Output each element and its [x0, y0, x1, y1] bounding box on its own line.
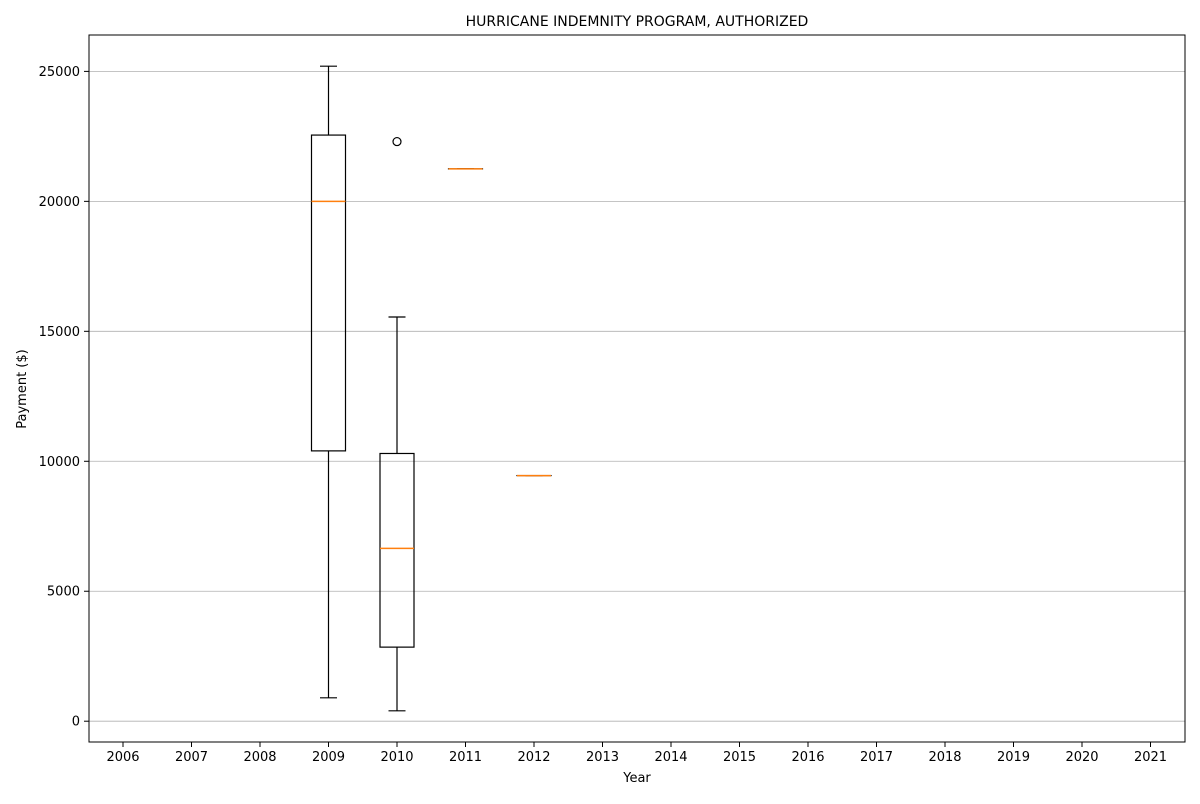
y-axis-ticks: 0 5000 10000 15000 20000 25000: [39, 65, 89, 730]
chart-title: HURRICANE INDEMNITY PROGRAM, AUTHORIZED: [466, 14, 809, 30]
x-tick-label: 2019: [997, 750, 1030, 765]
x-tick-label: 2008: [243, 750, 276, 765]
x-tick-label: 2020: [1065, 750, 1098, 765]
y-tick-label: 10000: [39, 455, 80, 470]
x-axis-label: Year: [622, 771, 651, 786]
y-tick-label: 5000: [47, 585, 80, 600]
x-tick-label: 2015: [723, 750, 756, 765]
x-tick-label: 2010: [380, 750, 413, 765]
x-tick-label: 2016: [791, 750, 824, 765]
grid-lines: [89, 71, 1185, 721]
box-series: [312, 66, 552, 711]
y-tick-label: 15000: [39, 325, 80, 340]
x-tick-label: 2011: [449, 750, 482, 765]
x-tick-label: 2021: [1134, 750, 1167, 765]
x-tick-label: 2017: [860, 750, 893, 765]
box-2009: [312, 66, 346, 698]
x-tick-label: 2012: [517, 750, 550, 765]
y-tick-label: 0: [72, 715, 80, 730]
x-axis-ticks: 2006 2007 2008 2009 2010 2011 2012 2013 2014 2015…: [106, 742, 1167, 765]
iqr-box: [380, 453, 414, 647]
x-tick-label: 2013: [586, 750, 619, 765]
x-tick-label: 2018: [928, 750, 961, 765]
y-tick-label: 20000: [39, 195, 80, 210]
plot-area-frame: [89, 35, 1185, 742]
x-tick-label: 2009: [312, 750, 345, 765]
y-tick-label: 25000: [39, 65, 80, 80]
outlier-point: [393, 138, 401, 146]
x-tick-label: 2006: [106, 750, 139, 765]
x-tick-label: 2014: [654, 750, 687, 765]
x-tick-label: 2007: [175, 750, 208, 765]
y-axis-label: Payment ($): [15, 349, 30, 428]
box-2010: [380, 138, 414, 711]
iqr-box: [312, 135, 346, 451]
